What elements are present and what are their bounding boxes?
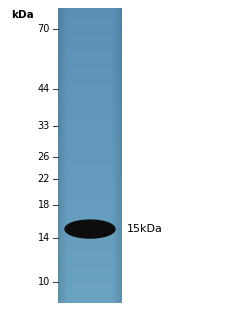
- Text: 44: 44: [38, 84, 50, 94]
- Text: 18: 18: [38, 200, 50, 210]
- Ellipse shape: [65, 220, 115, 238]
- Text: 70: 70: [38, 24, 50, 34]
- Text: 14: 14: [38, 233, 50, 243]
- Text: 22: 22: [38, 174, 50, 184]
- Text: 15kDa: 15kDa: [127, 224, 163, 234]
- Text: 33: 33: [38, 122, 50, 132]
- Text: 10: 10: [38, 277, 50, 287]
- Text: 26: 26: [38, 152, 50, 162]
- Text: kDa: kDa: [11, 10, 33, 20]
